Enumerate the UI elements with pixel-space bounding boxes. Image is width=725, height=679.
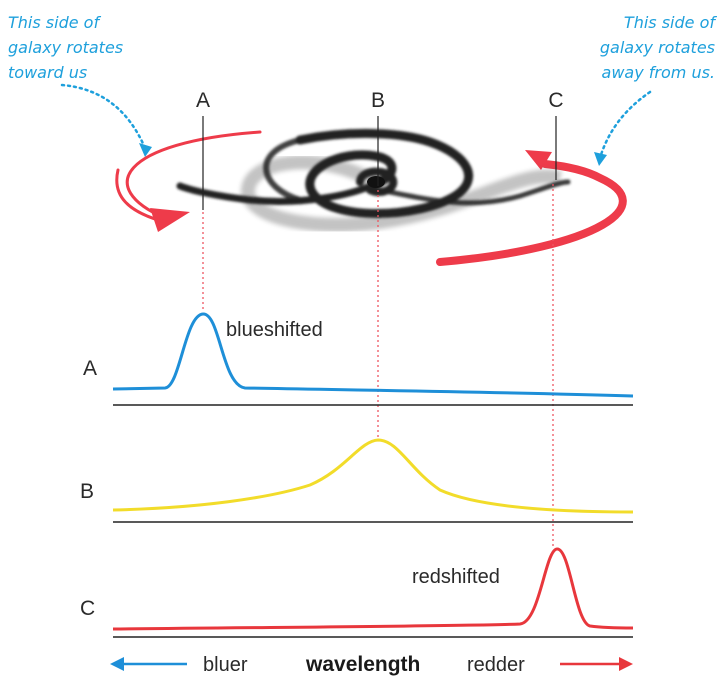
- note-right: This side of galaxy rotates away from us…: [600, 13, 718, 82]
- rotation-arrowhead-right-icon: [525, 150, 552, 170]
- spectrum-a-label: A: [83, 357, 97, 380]
- note-right-line-3: away from us.: [602, 63, 715, 82]
- note-left-arrowhead-icon: [139, 143, 152, 157]
- note-right-line-2: galaxy rotates: [600, 38, 715, 57]
- spectrum-c: C redshifted: [80, 547, 634, 638]
- spectrum-c-curve: [112, 547, 634, 631]
- spectrum-c-label: C: [80, 597, 95, 620]
- note-right-pointer: [598, 90, 652, 160]
- spectrum-c-annotation: redshifted: [412, 566, 500, 588]
- spectrum-b-curve: [112, 438, 634, 514]
- note-left: This side of galaxy rotates toward us: [8, 13, 123, 82]
- axis-redder-label: redder: [467, 654, 525, 676]
- note-left-pointer: [60, 83, 147, 150]
- axis-wavelength-label: wavelength: [305, 653, 420, 676]
- note-right-line-1: This side of: [624, 13, 717, 32]
- wavelength-axis: bluer wavelength redder: [110, 653, 633, 676]
- spectrum-a-annotation: blueshifted: [226, 319, 323, 341]
- spectrum-b: B: [80, 438, 634, 523]
- spiral-galaxy: [176, 128, 571, 232]
- point-label-c: C: [548, 89, 563, 112]
- rotation-arrow-left-front: [115, 168, 167, 224]
- rotation-arrowhead-left-icon: [150, 208, 190, 232]
- spectrum-a: A blueshifted: [83, 312, 634, 406]
- point-label-b: B: [371, 89, 385, 112]
- rotation-arrow-left: [125, 130, 262, 232]
- redder-arrow-icon: [619, 657, 633, 671]
- note-left-line-2: galaxy rotates: [8, 38, 123, 57]
- rotation-arrow-right: [436, 150, 627, 266]
- bluer-arrow-icon: [110, 657, 124, 671]
- galaxy-core: [367, 176, 385, 188]
- note-left-line-1: This side of: [8, 13, 101, 32]
- spectrum-b-label: B: [80, 480, 94, 503]
- note-left-line-3: toward us: [8, 63, 87, 82]
- note-right-arrowhead-icon: [594, 152, 607, 166]
- point-label-a: A: [196, 89, 210, 112]
- axis-bluer-label: bluer: [203, 654, 248, 676]
- spectrum-a-curve: [112, 312, 634, 398]
